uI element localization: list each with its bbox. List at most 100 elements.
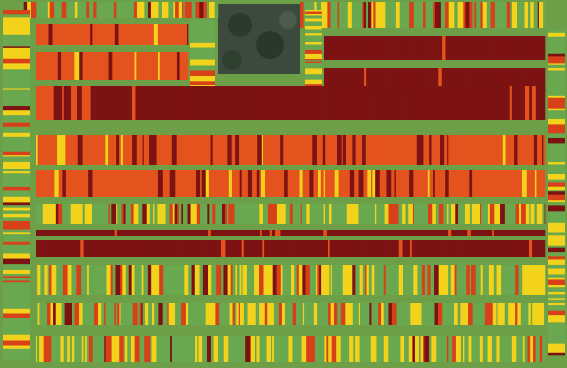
yield-stripe [83, 265, 87, 295]
yield-stripe [548, 259, 565, 265]
yield-stripe [3, 270, 30, 274]
yield-stripe [417, 265, 422, 295]
yield-stripe [384, 265, 386, 295]
yield-stripe [379, 36, 383, 60]
yield-stripe [548, 88, 565, 91]
yield-stripe [121, 230, 125, 236]
yield-stripe [112, 135, 116, 165]
yield-stripe [324, 336, 326, 362]
yield-stripe [91, 52, 94, 80]
yield-stripe [478, 135, 483, 165]
yield-stripe [238, 336, 241, 362]
yield-stripe [190, 65, 215, 70]
yield-stripe [448, 86, 451, 120]
yield-stripe [309, 230, 314, 236]
yield-stripe [119, 135, 121, 165]
yield-stripe [290, 204, 293, 224]
yield-stripe [64, 86, 68, 120]
yield-stripe [373, 2, 376, 28]
yield-stripe [222, 204, 225, 224]
yield-stripe [548, 233, 565, 236]
yield-stripe [483, 336, 488, 362]
yield-stripe [134, 240, 138, 257]
yield-stripe [319, 204, 324, 224]
yield-stripe [296, 303, 299, 325]
yield-stripe [165, 52, 169, 80]
yield-stripe [232, 135, 236, 165]
yield-stripe [501, 265, 505, 295]
yield-stripe [216, 265, 221, 295]
yield-stripe [538, 170, 542, 197]
yield-stripe [186, 86, 189, 120]
yield-stripe [65, 204, 67, 224]
yield-stripe [158, 2, 162, 18]
yield-stripe [162, 135, 167, 165]
yield-stripe [332, 336, 337, 362]
yield-stripe [145, 303, 149, 325]
yield-stripe [312, 135, 317, 165]
yield-stripe [480, 336, 483, 362]
yield-stripe [444, 135, 447, 165]
yield-stripe [3, 280, 30, 282]
yield-stripe [313, 265, 316, 295]
yield-stripe [158, 170, 163, 197]
yield-stripe [376, 2, 378, 28]
yield-stripe [502, 86, 507, 120]
yield-stripe [89, 336, 93, 362]
yield-stripe [3, 44, 30, 47]
yield-stripe [190, 29, 215, 34]
yield-stripe [345, 336, 350, 362]
yield-stripe [444, 86, 447, 120]
yield-stripe [260, 336, 264, 362]
yield-stripe [305, 72, 322, 74]
yield-stripe [548, 292, 565, 295]
yield-stripe [295, 240, 299, 257]
yield-stripe [168, 240, 170, 257]
yield-stripe [3, 210, 30, 214]
yield-stripe [431, 265, 435, 295]
yield-stripe [414, 204, 417, 224]
yield-stripe [325, 204, 329, 224]
yield-stripe [520, 2, 525, 28]
yield-stripe [206, 170, 209, 197]
yield-stripe [504, 336, 507, 362]
yield-stripe [394, 265, 399, 295]
tree [279, 11, 297, 29]
yield-stripe [205, 86, 208, 120]
yield-stripe [403, 170, 408, 197]
yield-stripe [223, 230, 228, 236]
yield-stripe [207, 336, 211, 362]
yield-stripe [50, 52, 54, 80]
yield-stripe [77, 336, 82, 362]
yield-stripe [242, 135, 245, 165]
yield-stripe [395, 230, 400, 236]
yield-stripe [548, 143, 565, 148]
yield-stripe [370, 204, 373, 224]
yield-stripe [264, 265, 269, 295]
yield-stripe [379, 303, 381, 325]
yield-stripe [352, 204, 355, 224]
yield-stripe [448, 135, 451, 165]
yield-stripe [533, 336, 536, 362]
yield-stripe [178, 303, 182, 325]
yield-stripe [458, 36, 462, 60]
yield-stripe [406, 2, 410, 28]
yield-stripe [131, 336, 135, 362]
yield-stripe [156, 265, 159, 295]
yield-stripe [279, 240, 284, 257]
yield-stripe [351, 230, 354, 236]
yield-stripe [282, 303, 285, 325]
yield-stripe [548, 287, 565, 292]
yield-stripe [392, 303, 397, 325]
yield-stripe [367, 36, 370, 60]
yield-stripe [491, 86, 496, 120]
yield-stripe [479, 303, 483, 325]
yield-stripe [210, 240, 215, 257]
yield-stripe [503, 2, 506, 28]
yield-stripe [88, 240, 93, 257]
yield-stripe [3, 63, 30, 69]
yield-stripe [415, 135, 417, 165]
yield-stripe [195, 230, 200, 236]
yield-stripe [233, 303, 235, 325]
yield-stripe [362, 230, 364, 236]
